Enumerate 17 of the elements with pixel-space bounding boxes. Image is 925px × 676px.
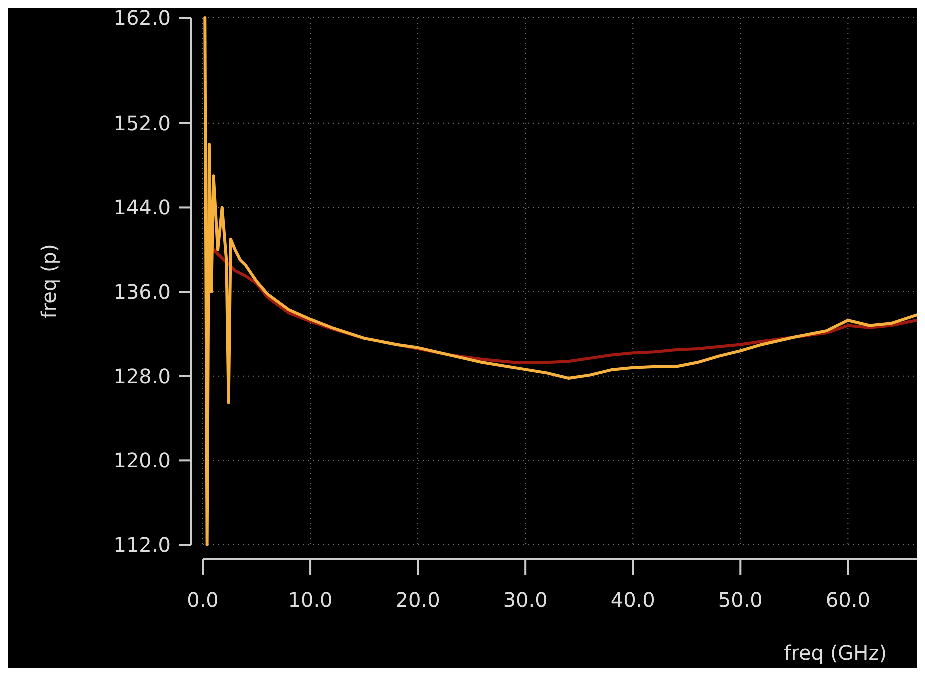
y-tick-label: 136.0 <box>114 280 171 304</box>
y-axis-title: freq (p) <box>37 244 61 319</box>
x-axis-title: freq (GHz) <box>784 641 887 665</box>
y-tick-label: 152.0 <box>114 111 171 136</box>
line-series <box>204 16 917 546</box>
x-tick-label: 30.0 <box>503 588 548 612</box>
x-tick-label: 60.0 <box>826 588 870 612</box>
y-tick-label: 112.0 <box>114 533 171 557</box>
y-tick-label: 128.0 <box>114 364 171 388</box>
y-tick-label: 144.0 <box>114 196 171 220</box>
x-tick-label: 0.0 <box>187 588 219 612</box>
y-tick-label: 162.0 <box>114 6 171 30</box>
x-tick-label: 40.0 <box>610 588 656 612</box>
x-tick-label: 20.0 <box>396 588 440 612</box>
x-tick-label: 50.0 <box>718 588 763 612</box>
y-tick-label: 120.0 <box>114 448 171 473</box>
x-tick-label: 10.0 <box>288 588 333 612</box>
